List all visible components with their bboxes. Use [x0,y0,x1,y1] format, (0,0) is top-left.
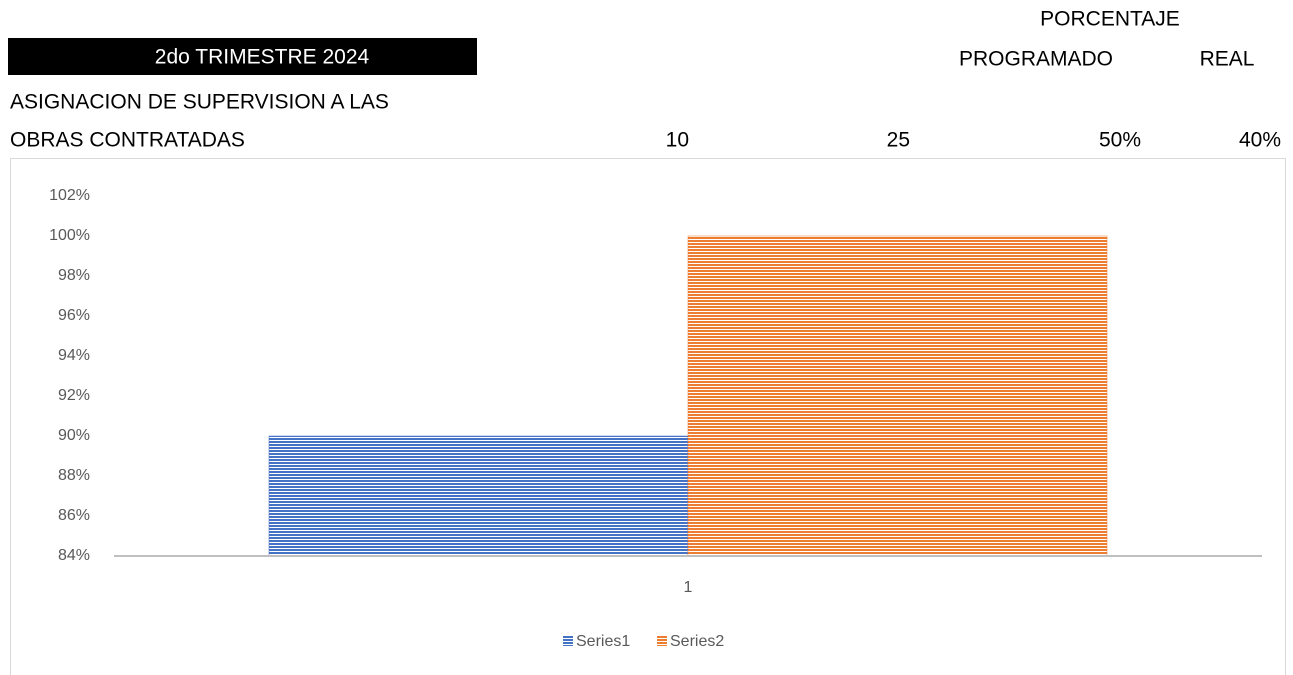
bar [687,235,1108,557]
y-tick-label: 100% [49,227,90,244]
legend-swatch [563,636,573,646]
cell: 10 [666,129,689,152]
y-tick-label: 98% [58,267,90,284]
y-tick-label: 86% [58,507,90,524]
cell: 40% [1239,129,1281,152]
cell: 50% [1099,129,1141,152]
title-bar [8,38,477,75]
y-tick-label: 84% [58,547,90,564]
y-tick-label: 102% [49,187,90,204]
x-tick-label: 1 [684,579,693,596]
legend-label: Series1 [576,633,630,650]
cell: 25 [887,129,910,152]
y-tick-label: 90% [58,427,90,444]
bar [268,435,689,557]
real-label: REAL [1200,48,1255,71]
title: 2do TRIMESTRE 2024 [155,46,370,69]
programmed-label: PROGRAMADO [959,48,1113,71]
y-tick-label: 88% [58,467,90,484]
y-tick-label: 94% [58,347,90,364]
percent-label: PORCENTAJE [1040,8,1180,31]
legend-label: Series2 [670,633,724,650]
row-name: OBRAS CONTRATADAS [10,129,245,152]
legend-swatch [657,636,667,646]
row-name: ASIGNACION DE SUPERVISION A LAS [10,91,389,114]
y-tick-label: 92% [58,387,90,404]
chart-frame [10,158,1286,675]
y-tick-label: 96% [58,307,90,324]
